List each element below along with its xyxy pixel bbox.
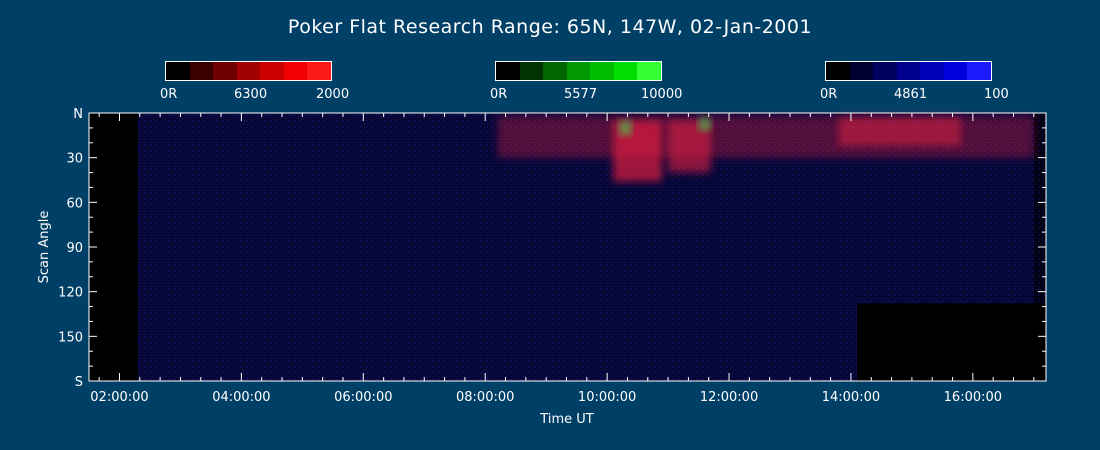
x-tick-label: 04:00:00	[212, 390, 270, 405]
colorbar-5577-seg	[496, 62, 520, 80]
colorbar-6300-name: 6300	[234, 87, 268, 102]
emission-5577-region	[698, 117, 711, 131]
colorbar-5577-seg	[590, 62, 614, 80]
colorbar-5577-seg	[566, 62, 591, 80]
colorbar-6300-min-label: 0R	[160, 87, 178, 102]
x-tick-label: 06:00:00	[334, 390, 392, 405]
x-tick-label: 08:00:00	[456, 390, 514, 405]
y-tick-label: 30	[66, 152, 83, 167]
y-tick-label: 120	[58, 286, 83, 301]
colorbar-5577-max-label: 10000	[641, 87, 683, 102]
x-tick-label: 14:00:00	[822, 390, 880, 405]
colorbar-6300-seg	[260, 62, 284, 80]
y-tick-label: 150	[58, 330, 83, 345]
colorbar-4861-seg	[873, 62, 897, 80]
chart-title: Poker Flat Research Range: 65N, 147W, 02…	[287, 16, 813, 38]
colorbar-4861-seg	[826, 62, 850, 80]
colorbar-5577	[495, 61, 662, 81]
colorbar-4861	[825, 61, 992, 81]
colorbar-5577-seg	[519, 62, 544, 80]
colorbar-5577-seg	[637, 62, 662, 80]
colorbar-4861-name: 4861	[894, 87, 928, 102]
y-tick-label: 90	[66, 241, 83, 256]
x-tick-label: 12:00:00	[700, 390, 758, 405]
emission-6300-region	[838, 117, 961, 146]
axes: 02:00:00 04:00:00 06:00:00 08:00:00 10:00:00…	[58, 107, 1047, 405]
colorbar-5577-min-label: 0R	[490, 87, 508, 102]
colorbar-5577-seg	[613, 62, 638, 80]
colorbar-4861-seg	[849, 62, 874, 80]
y-axis-label: Scan Angle	[37, 211, 52, 284]
colorbar-5577-name: 5577	[564, 87, 598, 102]
colorbar-6300	[165, 61, 332, 81]
x-tick-label: 02:00:00	[90, 390, 148, 405]
emission-5577-region	[619, 120, 632, 136]
x-tick-label: 16:00:00	[944, 390, 1002, 405]
colorbar-6300-seg	[189, 62, 214, 80]
y-tick-label: 60	[66, 196, 83, 211]
colorbar-6300-seg	[213, 62, 237, 80]
colorbar-6300-seg	[283, 62, 308, 80]
y-tick-label: N	[73, 107, 83, 122]
y-tick-label: S	[75, 375, 83, 390]
colorbar-6300-seg	[307, 62, 332, 80]
no-data-region	[89, 113, 138, 381]
no-data-region	[857, 303, 1046, 381]
colorbar-6300-seg	[236, 62, 261, 80]
colorbar-6300-max-label: 2000	[316, 87, 350, 102]
colorbar-4861-seg	[920, 62, 944, 80]
colorbar-4861-max-label: 100	[984, 87, 1009, 102]
colorbar-4861-seg	[896, 62, 921, 80]
colorbar-4861-seg	[967, 62, 992, 80]
x-tick-label: 10:00:00	[578, 390, 636, 405]
colorbar-5577-seg	[543, 62, 567, 80]
colorbar-4861-min-label: 0R	[820, 87, 838, 102]
colorbar-4861-seg	[943, 62, 968, 80]
colorbar-6300-seg	[166, 62, 190, 80]
plot-area	[89, 113, 1046, 381]
x-axis-label: Time UT	[539, 412, 593, 427]
